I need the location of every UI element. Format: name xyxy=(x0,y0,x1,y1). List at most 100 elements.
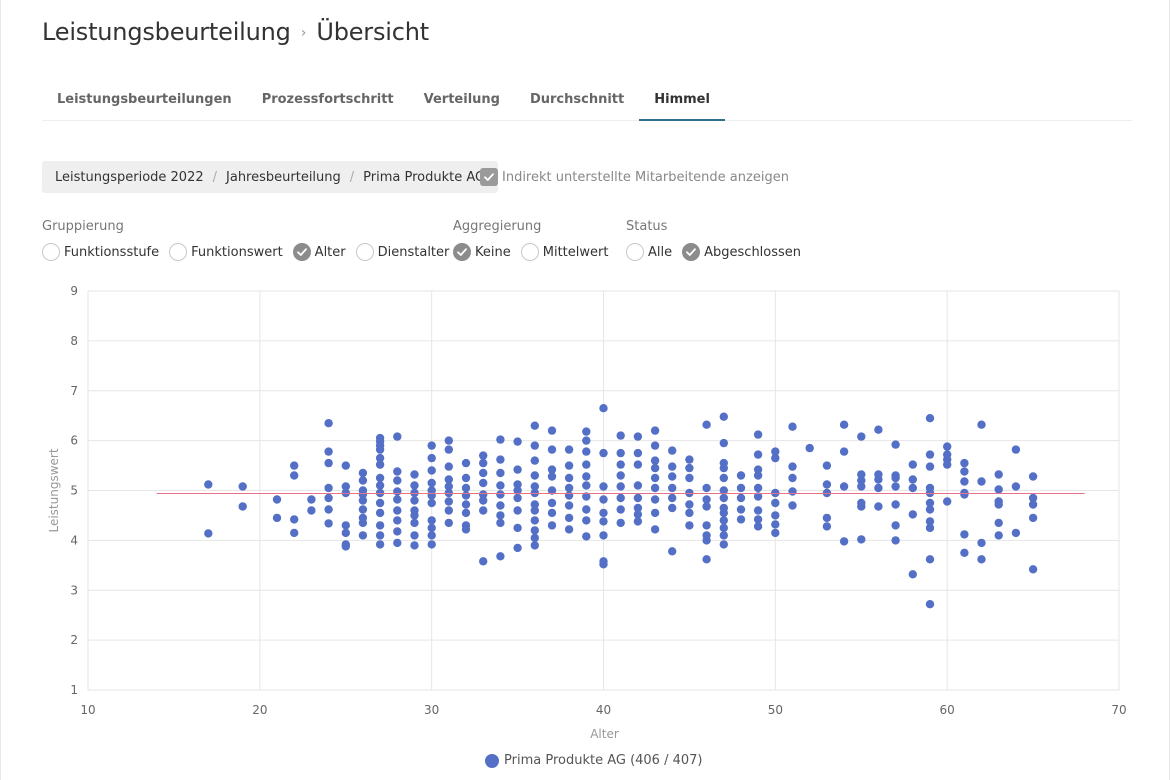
data-point xyxy=(753,506,763,515)
tab-himmel[interactable]: Himmel xyxy=(639,82,725,121)
data-point xyxy=(290,528,299,538)
radio-checked-icon[interactable] xyxy=(292,243,311,261)
data-point xyxy=(668,483,677,493)
data-point xyxy=(616,471,625,480)
data-point xyxy=(530,441,539,450)
data-point xyxy=(616,482,625,491)
data-point xyxy=(427,491,436,500)
data-point xyxy=(307,506,316,515)
data-point xyxy=(530,533,539,543)
data-point xyxy=(908,570,917,579)
page-title-main[interactable]: Leistungsbeurteilung xyxy=(42,18,291,46)
data-point xyxy=(444,518,453,528)
page-title: Leistungsbeurteilung › Übersicht xyxy=(42,18,429,46)
data-point xyxy=(461,483,471,493)
data-point xyxy=(410,496,419,505)
data-point xyxy=(461,500,471,509)
data-point xyxy=(908,483,917,493)
data-point xyxy=(650,495,660,504)
data-point xyxy=(479,557,488,566)
tab-prozessfortschritt[interactable]: Prozessfortschritt xyxy=(261,92,394,107)
data-point xyxy=(736,493,746,503)
data-point xyxy=(960,467,969,476)
data-point xyxy=(341,542,350,551)
data-point xyxy=(702,521,711,530)
data-point xyxy=(513,523,522,533)
chart-legend[interactable]: Prima Produkte AG (406 / 407) xyxy=(485,753,703,768)
data-point xyxy=(943,442,952,451)
x-tick-label: 70 xyxy=(1111,703,1126,717)
data-point xyxy=(719,531,728,540)
data-point xyxy=(753,471,763,480)
indirect-employees-checkbox[interactable]: Indirekt unterstellte Mitarbeitende anze… xyxy=(480,168,789,186)
radio-unchecked-icon[interactable] xyxy=(42,243,60,261)
data-point xyxy=(719,463,728,473)
data-point xyxy=(564,445,574,454)
checkbox-checked-icon[interactable] xyxy=(480,168,498,186)
data-point xyxy=(839,537,849,546)
data-point xyxy=(496,481,505,490)
data-point xyxy=(685,500,694,509)
data-point xyxy=(1028,472,1038,481)
radio-alter[interactable]: Alter xyxy=(292,243,346,261)
data-point xyxy=(977,555,986,564)
scatter-chart: 10 20 30 40 50 60 70 1 2 3 4 5 6 7 8 9 Alter Leistungswer… xyxy=(47,284,1127,740)
data-point xyxy=(341,482,350,491)
data-point xyxy=(530,456,539,465)
radio-label: Dienstalter xyxy=(377,244,450,260)
radio-unchecked-icon[interactable] xyxy=(355,243,374,261)
radio-keine[interactable]: Keine xyxy=(453,243,511,261)
radio-mittelwert[interactable]: Mittelwert xyxy=(520,243,608,261)
data-point xyxy=(616,460,625,469)
data-point xyxy=(960,548,969,557)
data-point xyxy=(547,426,557,435)
radio-funktionswert[interactable]: Funktionswert xyxy=(169,243,283,261)
y-tick-label: 2 xyxy=(70,633,78,647)
tab-leistungsbeurteilungen[interactable]: Leistungsbeurteilungen xyxy=(57,92,232,107)
data-point xyxy=(427,441,436,450)
breadcrumb-separator: / xyxy=(349,169,355,185)
data-point xyxy=(925,414,935,423)
data-point xyxy=(788,501,797,510)
data-point xyxy=(650,525,660,534)
radio-dienstalter[interactable]: Dienstalter xyxy=(355,243,450,261)
radio-unchecked-icon[interactable] xyxy=(626,243,644,261)
data-point xyxy=(341,528,350,538)
breadcrumb-item-review-type[interactable]: Jahresbeurteilung xyxy=(226,169,341,185)
data-point xyxy=(307,495,316,504)
data-point xyxy=(719,438,728,448)
x-axis-label: Alter xyxy=(590,727,619,740)
data-point xyxy=(272,513,282,523)
radio-unchecked-icon[interactable] xyxy=(169,243,188,261)
radio-checked-icon[interactable] xyxy=(453,243,471,261)
breadcrumb-item-period[interactable]: Leistungsperiode 2022 xyxy=(55,169,204,185)
breadcrumb-item-company[interactable]: Prima Produkte AG xyxy=(363,169,486,185)
data-point xyxy=(1011,482,1021,491)
radio-checked-icon[interactable] xyxy=(682,243,701,261)
data-point xyxy=(375,460,385,469)
data-point xyxy=(650,508,660,518)
tab-verteilung[interactable]: Verteilung xyxy=(423,92,500,107)
data-point xyxy=(650,473,660,483)
data-point xyxy=(375,508,385,518)
legend-label: Prima Produkte AG (406 / 407) xyxy=(504,753,703,768)
data-point xyxy=(960,458,969,468)
radio-funktionsstufe[interactable]: Funktionsstufe xyxy=(42,243,159,261)
data-point xyxy=(891,482,900,491)
data-point xyxy=(702,536,711,545)
radio-unchecked-icon[interactable] xyxy=(520,243,539,261)
radio-label: Alter xyxy=(314,244,346,260)
radio-label: Keine xyxy=(475,244,511,260)
data-point xyxy=(427,531,436,540)
y-tick-label: 6 xyxy=(70,434,78,448)
data-point xyxy=(685,508,694,518)
data-point xyxy=(650,426,660,435)
data-point xyxy=(410,470,419,479)
radio-abgeschlossen[interactable]: Abgeschlossen xyxy=(682,243,801,261)
data-point xyxy=(719,486,728,495)
data-point xyxy=(496,511,505,520)
tab-durchschnitt[interactable]: Durchschnitt xyxy=(529,92,625,107)
data-point xyxy=(616,493,625,503)
data-point xyxy=(358,518,368,528)
radio-alle[interactable]: Alle xyxy=(626,243,672,261)
